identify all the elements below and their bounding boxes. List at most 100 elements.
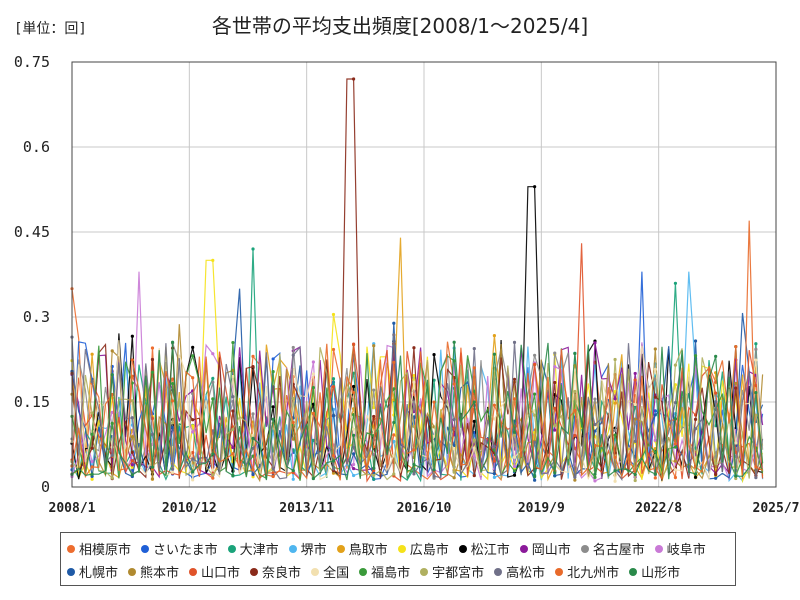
data-point	[533, 479, 536, 482]
data-point	[392, 472, 395, 475]
legend-swatch	[128, 568, 136, 576]
data-point	[412, 381, 415, 384]
legend-item: 鳥取市	[337, 539, 388, 558]
data-point	[654, 368, 657, 371]
data-point	[513, 431, 516, 434]
data-point	[312, 360, 315, 363]
data-point	[392, 333, 395, 336]
legend-row: 相模原市 さいたま市 大津市 堺市 鳥取市 広島市 松江市 岡山市 名古屋市 岐阜市	[67, 537, 735, 560]
data-point	[272, 405, 275, 408]
y-tick-label: 0	[41, 478, 50, 496]
legend-label: 松江市	[471, 539, 510, 558]
data-point	[473, 400, 476, 403]
data-point	[674, 459, 677, 462]
data-point	[533, 414, 536, 417]
legend-label: 相模原市	[79, 539, 131, 558]
legend: 相模原市 さいたま市 大津市 堺市 鳥取市 広島市 松江市 岡山市 名古屋市 岐阜市 札幌市 熊本市…	[60, 532, 736, 586]
data-point	[292, 346, 295, 349]
data-point	[493, 334, 496, 337]
data-point	[613, 358, 616, 361]
data-point	[714, 477, 717, 480]
legend-item: 名古屋市	[581, 539, 645, 558]
legend-item: 福島市	[359, 562, 410, 581]
legend-item: 岡山市	[520, 539, 571, 558]
data-point	[412, 346, 415, 349]
legend-label: 堺市	[301, 539, 327, 558]
data-point	[714, 400, 717, 403]
data-point	[191, 418, 194, 421]
data-point	[613, 402, 616, 405]
data-point	[734, 345, 737, 348]
data-point	[593, 473, 596, 476]
legend-label: 奈良市	[262, 562, 301, 581]
data-point	[211, 381, 214, 384]
data-point	[533, 185, 536, 188]
data-point	[91, 380, 94, 383]
legend-label: 熊本市	[140, 562, 179, 581]
data-point	[573, 434, 576, 437]
data-point	[231, 474, 234, 477]
data-point	[312, 412, 315, 415]
legend-swatch	[420, 568, 428, 576]
data-point	[654, 472, 657, 475]
legend-label: 岡山市	[532, 539, 571, 558]
data-point	[272, 357, 275, 360]
data-point	[292, 397, 295, 400]
data-point	[654, 396, 657, 399]
data-point	[714, 355, 717, 358]
legend-item: 熊本市	[128, 562, 179, 581]
data-point	[211, 476, 214, 479]
legend-label: 名古屋市	[593, 539, 645, 558]
legend-swatch	[289, 545, 297, 553]
x-tick-label: 2008/1	[49, 501, 96, 516]
data-point	[734, 474, 737, 477]
data-point	[694, 418, 697, 421]
data-point	[111, 349, 114, 352]
data-point	[513, 456, 516, 459]
data-point	[352, 463, 355, 466]
data-point	[312, 477, 315, 480]
data-point	[171, 399, 174, 402]
legend-label: 全国	[323, 562, 349, 581]
data-point	[171, 471, 174, 474]
data-point	[191, 478, 194, 481]
data-point	[493, 476, 496, 479]
data-point	[392, 361, 395, 364]
legend-swatch	[67, 568, 75, 576]
data-point	[754, 465, 757, 468]
data-point	[553, 365, 556, 368]
data-point	[593, 476, 596, 479]
data-point	[312, 372, 315, 375]
data-point	[332, 459, 335, 462]
data-point	[171, 382, 174, 385]
legend-label: 札幌市	[79, 562, 118, 581]
legend-label: 宇都宮市	[432, 562, 484, 581]
y-tick-label: 0.75	[14, 53, 50, 71]
legend-item: 奈良市	[250, 562, 301, 581]
data-point	[292, 421, 295, 424]
data-point	[151, 358, 154, 361]
legend-item: 全国	[311, 562, 349, 581]
data-point	[473, 420, 476, 423]
data-point	[694, 339, 697, 342]
data-point	[533, 354, 536, 357]
data-point	[231, 428, 234, 431]
data-point	[634, 378, 637, 381]
data-point	[131, 416, 134, 419]
legend-label: 大津市	[240, 539, 279, 558]
data-point	[211, 352, 214, 355]
legend-swatch	[141, 545, 149, 553]
data-point	[372, 478, 375, 481]
data-point	[453, 341, 456, 344]
data-point	[613, 397, 616, 400]
data-point	[352, 474, 355, 477]
legend-swatch	[494, 568, 502, 576]
data-point	[694, 427, 697, 430]
data-point	[573, 479, 576, 482]
data-point	[292, 354, 295, 357]
data-point	[533, 475, 536, 478]
data-point	[674, 417, 677, 420]
data-point	[473, 366, 476, 369]
data-point	[91, 478, 94, 481]
data-point	[231, 452, 234, 455]
